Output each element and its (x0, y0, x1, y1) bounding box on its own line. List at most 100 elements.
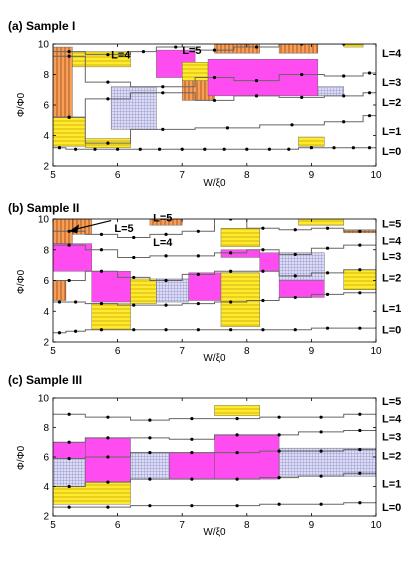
data-point (57, 331, 62, 335)
data-point (67, 243, 71, 247)
data-point (180, 147, 184, 151)
data-point (358, 501, 362, 505)
data-point (293, 252, 297, 256)
data-point (342, 120, 346, 124)
plot-area (53, 405, 376, 509)
band-magenta (91, 271, 131, 303)
y-tick-label: 4 (43, 307, 49, 318)
data-point (325, 271, 330, 275)
level-line (53, 289, 376, 306)
data-point (161, 127, 165, 131)
level-label: L=4 (382, 414, 402, 426)
band-orange (53, 280, 67, 301)
x-tick-label: 5 (50, 170, 56, 181)
band-magenta (85, 437, 131, 483)
data-point (106, 455, 110, 459)
x-tick-label: 7 (179, 170, 185, 181)
y-tick-label: 6 (43, 453, 49, 464)
data-point (358, 448, 362, 452)
band-magenta (220, 249, 260, 258)
x-tick-label: 10 (370, 346, 382, 357)
band-magenta (53, 243, 92, 272)
data-point (141, 50, 146, 54)
data-point (106, 436, 110, 440)
data-point (106, 97, 110, 101)
panel-sample-ii: (b) Sample II 5 6 7 8 9 10 2 4 6 8 10 W/ξ0 Φ/Φ0 L=5 L=4… (8, 201, 402, 364)
band-blue (53, 458, 86, 487)
plot-area (53, 44, 376, 151)
data-point (148, 436, 152, 440)
data-point (325, 246, 330, 250)
pointer-arrow (75, 219, 112, 230)
data-point (190, 437, 194, 441)
x-tick-label: 8 (244, 346, 250, 357)
band-magenta (169, 452, 215, 480)
level-label: L=0 (382, 325, 401, 337)
y-tick-label: 10 (38, 40, 50, 51)
data-point (293, 228, 297, 232)
data-point (161, 85, 165, 89)
data-point (277, 415, 281, 419)
data-point (319, 474, 323, 478)
y-tick-label: 8 (43, 423, 49, 434)
x-tick-label: 10 (370, 520, 382, 531)
data-point (229, 269, 233, 273)
data-point (164, 232, 168, 236)
data-point (300, 95, 304, 99)
data-point (67, 54, 71, 58)
data-point (106, 141, 110, 145)
x-tick-label: 6 (115, 170, 121, 181)
y-tick-label: 10 (38, 215, 50, 226)
data-point (74, 329, 78, 333)
panel-title: (b) Sample II (8, 201, 79, 215)
data-point (254, 79, 259, 83)
data-point (277, 476, 281, 480)
data-point (212, 98, 217, 103)
data-point (67, 278, 71, 283)
data-point (132, 303, 136, 307)
data-point (196, 254, 200, 258)
data-point (300, 72, 304, 77)
band-yellow (130, 278, 157, 304)
x-tick-label: 6 (115, 520, 121, 531)
level-label: L=3 (382, 251, 401, 263)
data-point (148, 450, 152, 455)
x-tick-label: 9 (309, 170, 315, 181)
inner-label: L=5 (182, 45, 201, 57)
data-point (106, 53, 110, 57)
data-point (261, 248, 265, 252)
data-point (138, 147, 142, 151)
data-point (116, 147, 120, 151)
y-axis-label: Φ/Φ0 (16, 92, 27, 117)
band-orange (149, 219, 183, 226)
data-point (99, 328, 104, 332)
data-point (67, 229, 71, 233)
data-point (325, 226, 330, 230)
data-point (358, 471, 362, 475)
x-tick-label: 5 (50, 520, 56, 531)
x-tick-label: 5 (50, 346, 56, 357)
data-point (132, 235, 136, 240)
data-point (196, 229, 200, 233)
data-point (99, 248, 104, 252)
data-point (358, 229, 362, 233)
level-label: L=3 (382, 77, 401, 89)
data-point (212, 75, 217, 80)
data-point (174, 45, 178, 49)
arrow-head (69, 224, 80, 234)
data-point (277, 433, 281, 437)
x-tick-label: 8 (244, 520, 250, 531)
data-point (190, 504, 194, 508)
x-axis-label: W/ξ0 (203, 178, 226, 189)
band-yellow (214, 405, 260, 416)
data-point (161, 91, 165, 95)
y-tick-label: 4 (43, 131, 49, 142)
data-point (351, 146, 355, 150)
data-point (261, 269, 265, 273)
band-blue (130, 452, 170, 480)
data-point (196, 272, 200, 276)
data-point (67, 440, 71, 444)
data-point (290, 123, 294, 127)
data-point (235, 450, 239, 455)
data-point (74, 147, 78, 151)
